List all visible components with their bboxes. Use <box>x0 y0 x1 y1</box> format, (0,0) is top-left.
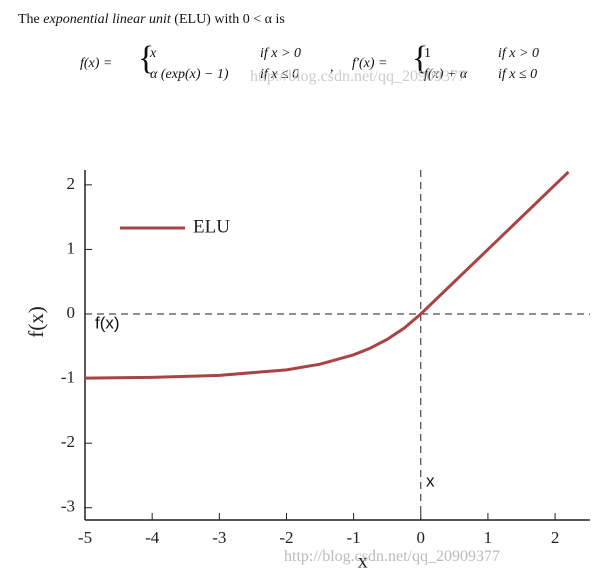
y-tick-label: 1 <box>67 238 76 257</box>
formula-cond: if x ≤ 0 <box>260 67 300 82</box>
legend-label: ELU <box>193 216 230 237</box>
y-tick-label: -2 <box>61 432 75 451</box>
formula-cond: if x > 0 <box>260 46 301 61</box>
y-tick-label: -1 <box>61 367 75 386</box>
x-tick-label: 0 <box>417 528 426 547</box>
x-tick-label: 2 <box>551 528 560 547</box>
formula-case: f(x) + α <box>424 67 468 82</box>
line <box>84 170 570 380</box>
annotation: x <box>426 471 435 490</box>
x-tick-label: -3 <box>212 528 226 547</box>
y-axis-label: f(x) <box>24 306 48 337</box>
brace: { <box>412 40 429 77</box>
text: (ELU) with 0 < α is <box>170 12 285 27</box>
x-tick-label: -2 <box>279 528 293 547</box>
text: The <box>18 12 44 27</box>
formula-cond: if x > 0 <box>498 46 539 61</box>
y-tick-label: -3 <box>61 497 75 516</box>
x-tick-label: -1 <box>347 528 361 547</box>
text: exponential linear unit <box>43 12 171 27</box>
formula-lhs: f(x) = <box>80 56 113 71</box>
watermark: http://blog.csdn.net/qq_20909377 <box>250 68 466 85</box>
formula-case: α (exp(x) − 1) <box>150 67 229 82</box>
formula-lhs: f′(x) = <box>352 56 388 71</box>
brace: { <box>138 40 155 77</box>
x-tick-label: -4 <box>145 528 160 547</box>
x-tick-label: 1 <box>484 528 493 547</box>
watermark: http://blog.csdn.net/qq_20909377 <box>284 548 500 565</box>
y-tick-label: 2 <box>67 174 76 193</box>
y-tick-label: 0 <box>67 303 76 322</box>
intro: The exponential linear unit (ELU) with 0… <box>18 12 285 28</box>
formula-case: 1 <box>424 46 431 61</box>
formula-cond: if x ≤ 0 <box>498 67 538 82</box>
formula-case: x <box>150 46 157 61</box>
separator: , <box>330 60 334 75</box>
x-tick-label: -5 <box>78 528 92 547</box>
annotation: f(x) <box>95 313 120 332</box>
x-axis-label: x <box>358 551 368 572</box>
